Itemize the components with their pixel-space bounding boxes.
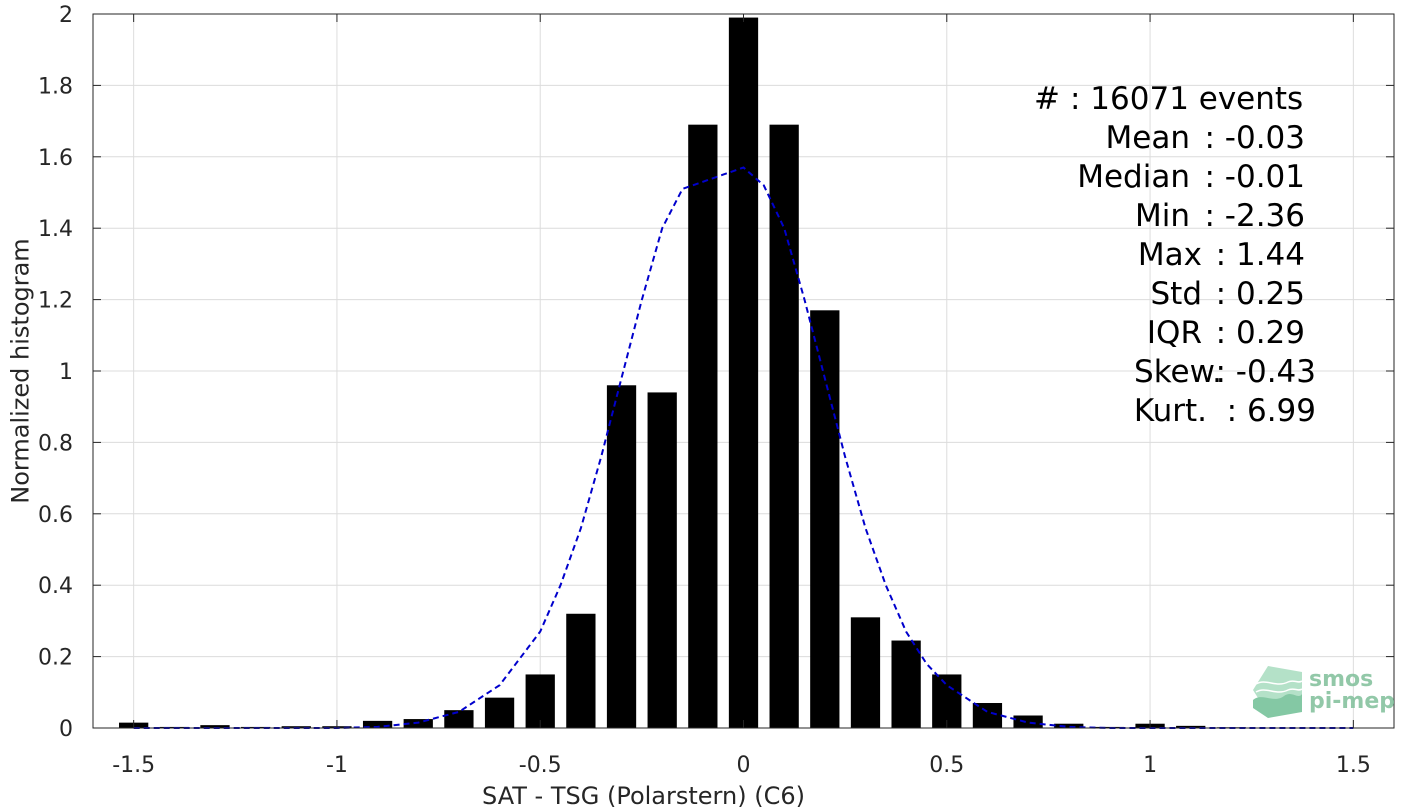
x-axis-ticks: -1.5 -1 -0.5 0 0.5 1 1.5	[112, 14, 1371, 778]
x-tick-label: -1	[326, 753, 348, 778]
histogram-bar	[647, 392, 677, 728]
stat-label: Min	[1135, 198, 1190, 234]
stat-value: : 6.99	[1227, 393, 1316, 429]
x-tick-label: 0	[737, 753, 751, 778]
y-tick-label: 1.2	[38, 289, 73, 314]
histogram-bar	[1013, 715, 1043, 728]
stat-label: Max	[1138, 237, 1202, 273]
x-tick-label: -0.5	[519, 753, 562, 778]
stat-label: #	[1034, 81, 1060, 117]
histogram-bar	[769, 124, 799, 729]
histogram-bar	[972, 703, 1003, 728]
histogram-bar	[932, 674, 962, 728]
y-axis-label: Normalized histogram	[6, 238, 34, 503]
stat-value: : -2.36	[1204, 198, 1305, 234]
stat-value: : -0.01	[1204, 159, 1305, 195]
histogram-bar	[200, 725, 230, 728]
histogram-bar	[566, 613, 596, 728]
stat-label: Median	[1077, 159, 1190, 195]
x-tick-label: 1	[1143, 753, 1157, 778]
statistics-box: # : 16071 events Mean : -0.03 Median : -…	[1034, 81, 1316, 429]
stat-label: Skew.	[1134, 354, 1222, 390]
x-axis-label: SAT - TSG (Polarstern) (C6)	[482, 782, 805, 809]
histogram-bar	[484, 697, 515, 728]
x-tick-label: -1.5	[112, 753, 155, 778]
stat-value: : 16071 events	[1070, 81, 1303, 117]
y-tick-label: 1.6	[38, 146, 73, 171]
x-tick-label: 1.5	[1336, 753, 1371, 778]
y-tick-label: 1.8	[38, 74, 73, 99]
histogram-bar	[362, 720, 393, 728]
y-tick-label: 0.6	[38, 503, 73, 528]
gaussian-fit-line	[133, 166, 1354, 729]
stat-value: : -0.43	[1215, 354, 1316, 390]
histogram-bar	[1094, 726, 1125, 728]
stat-label: Std	[1150, 276, 1202, 312]
histogram-bar	[525, 674, 555, 728]
histogram-bar	[1054, 723, 1084, 728]
histogram-bar	[891, 640, 921, 728]
y-tick-label: 0.2	[38, 646, 73, 671]
histogram-bars	[119, 17, 1368, 729]
stat-label: IQR	[1147, 315, 1202, 351]
histogram-bar	[606, 385, 637, 728]
histogram-bar	[444, 710, 474, 728]
smos-pi-mep-logo: smos pi-mep	[1253, 666, 1395, 718]
y-axis-ticks: 0 0.2 0.4 0.6 0.8 1 1.2 1.4 1.6 1.8 2	[38, 3, 1394, 742]
stat-label: Kurt.	[1134, 393, 1207, 429]
wave-logo-icon	[1253, 666, 1303, 718]
logo-text-smos: smos	[1309, 667, 1373, 692]
y-tick-label: 2	[59, 3, 73, 28]
histogram-bar	[810, 310, 840, 728]
histogram-bar	[850, 617, 881, 728]
y-tick-label: 0.4	[38, 574, 73, 599]
histogram-bar	[728, 17, 759, 728]
stat-value: : 0.25	[1216, 276, 1305, 312]
x-tick-label: 0.5	[929, 753, 964, 778]
histogram-bar	[1176, 725, 1206, 728]
y-tick-label: 1	[59, 360, 73, 385]
stat-value: : 1.44	[1216, 237, 1305, 273]
histogram-bar	[688, 124, 718, 729]
stat-value: : -0.03	[1204, 120, 1305, 156]
stat-label: Mean	[1106, 120, 1190, 156]
logo-text-pi-mep: pi-mep	[1309, 689, 1395, 714]
y-tick-label: 0	[59, 717, 73, 742]
stat-value: : 0.29	[1216, 315, 1305, 351]
y-tick-label: 0.8	[38, 431, 73, 456]
y-tick-label: 1.4	[38, 217, 73, 242]
